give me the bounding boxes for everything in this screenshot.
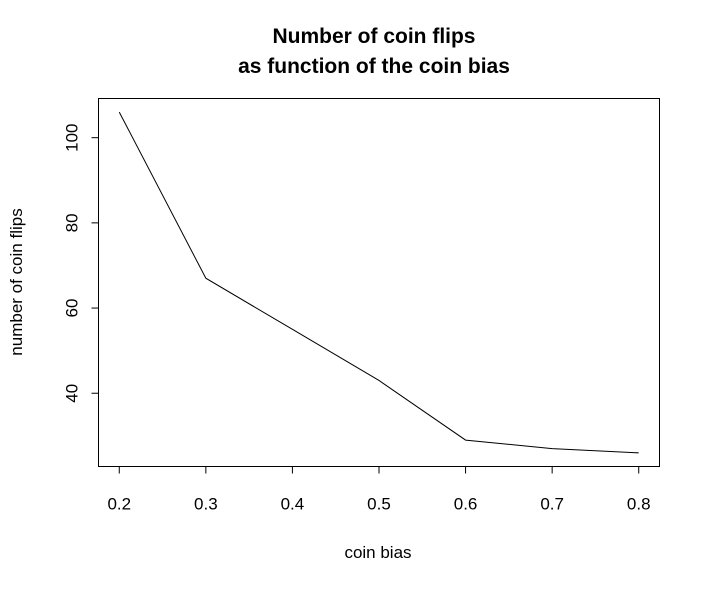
x-axis: 0.2 0.3 0.4 0.5 0.6 0.7 0.8 [107, 466, 651, 514]
y-tick-label-2: 80 [63, 213, 82, 232]
y-tick-label-3: 100 [63, 123, 82, 151]
y-axis-label: number of coin flips [7, 208, 26, 355]
series-group [118, 111, 639, 454]
chart-title-line-2: as function of the coin bias [238, 55, 510, 78]
y-tick-label-1: 60 [63, 299, 82, 318]
series-line-0 [118, 111, 639, 454]
x-tick-label-5: 0.7 [540, 495, 564, 514]
y-axis: 40 60 80 100 [63, 123, 99, 403]
x-tick-label-2: 0.4 [281, 495, 305, 514]
y-tick-label-0: 40 [63, 384, 82, 403]
x-tick-label-1: 0.3 [194, 495, 218, 514]
x-tick-label-3: 0.5 [367, 495, 391, 514]
x-tick-label-6: 0.8 [627, 495, 651, 514]
plot-area [98, 98, 660, 467]
x-tick-label-4: 0.6 [454, 495, 478, 514]
chart-title-line-1: Number of coin flips [272, 25, 475, 48]
x-axis-label: coin bias [344, 543, 411, 562]
x-tick-label-0: 0.2 [107, 495, 131, 514]
